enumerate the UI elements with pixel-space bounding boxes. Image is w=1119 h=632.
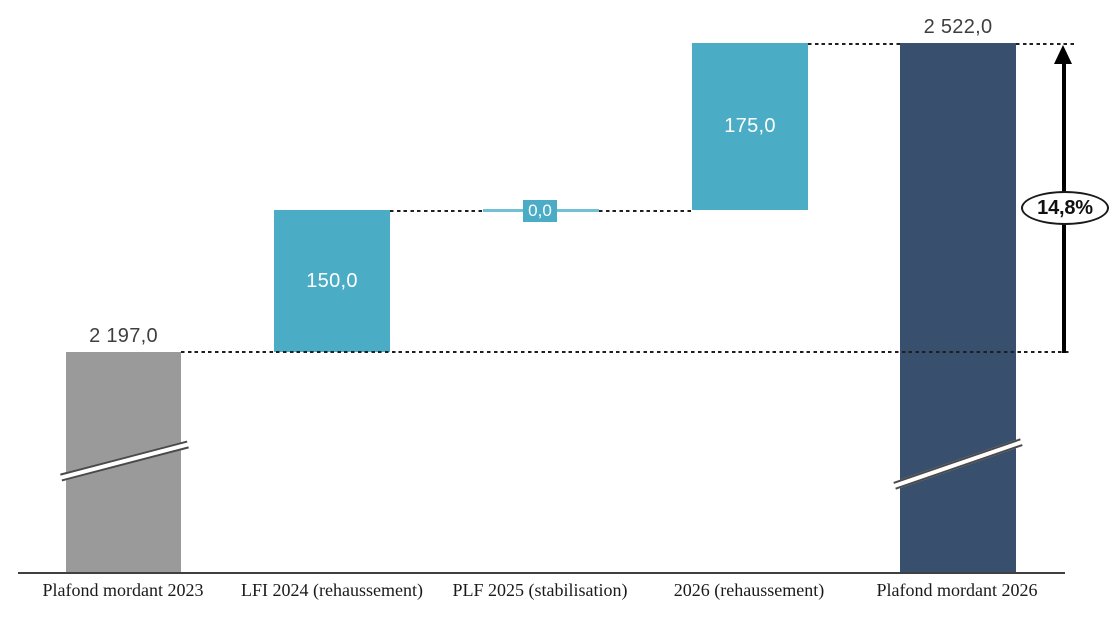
value-label-plafond-2026: 2 522,0	[923, 16, 993, 38]
connector-level-2347-right	[599, 209, 692, 212]
growth-arrow-head-icon	[1054, 45, 1072, 64]
bar-lfi-2024: 150,0	[274, 210, 390, 352]
value-label-plf-2025: 0,0	[528, 201, 552, 220]
value-badge-plf-2025: 0,0	[523, 200, 557, 222]
bar-plafond-mordant-2026	[900, 43, 1016, 573]
connector-level-2522-right	[1016, 42, 1075, 45]
value-label-2026: 175,0	[724, 115, 776, 137]
x-axis-label-plf-2025: PLF 2025 (stabilisation)	[452, 580, 628, 600]
x-axis-label-2026: 2026 (rehaussement)	[673, 580, 825, 600]
x-axis-label-plafond-2026: Plafond mordant 2026	[876, 580, 1038, 600]
connector-level-2522-left	[808, 42, 900, 45]
x-axis-label-lfi-2024: LFI 2024 (rehaussement)	[241, 580, 423, 600]
value-label-lfi-2024: 150,0	[306, 269, 358, 292]
connector-level-2347-left	[390, 209, 483, 212]
percent-change-label: 14,8%	[1037, 196, 1093, 219]
percent-change-ellipse: 14,8%	[1021, 191, 1109, 225]
x-axis-label-plafond-2023: Plafond mordant 2023	[42, 580, 204, 600]
bar-2026-rehaussement: 175,0	[692, 43, 808, 210]
x-axis-line	[18, 572, 1065, 574]
connector-level-2197	[181, 351, 1072, 353]
value-label-plafond-2023: 2 197,0	[89, 325, 158, 347]
